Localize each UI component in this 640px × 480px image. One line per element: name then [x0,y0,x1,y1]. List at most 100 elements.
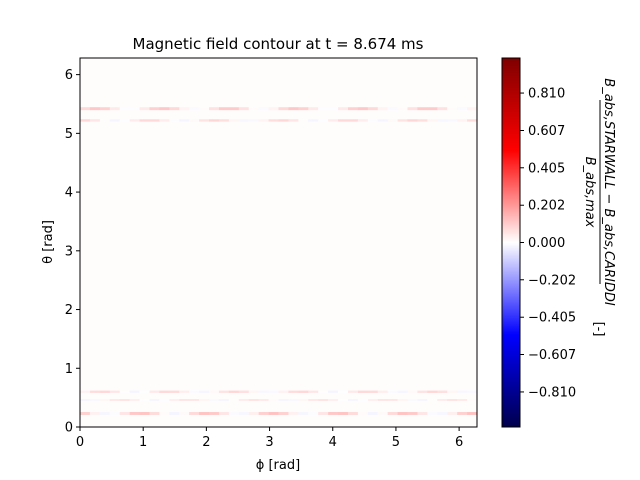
heatmap-cell [347,119,359,122]
heatmap-cell [218,412,230,415]
heatmap-cell [427,119,438,122]
heatmap-cell [179,107,190,111]
colorbar-tick-label: −0.405 [528,311,576,326]
heatmap-cell [328,412,339,415]
heatmap-cell [387,390,398,393]
heatmap-cell [268,107,279,111]
heatmap-cell [298,412,309,415]
heatmap-cell [89,107,101,111]
heatmap-cell [328,107,339,111]
heatmap-cell [437,119,448,122]
heatmap-cell [427,390,438,393]
heatmap-cell [467,399,478,401]
heatmap-cell [357,119,369,122]
heatmap-cell [149,399,160,401]
heatmap-cell [417,412,428,415]
heatmap-cell [179,390,190,393]
heatmap-cell [109,390,120,393]
heatmap-cell [338,399,349,401]
heatmap-cell [338,119,349,122]
heatmap-cell [298,107,309,111]
heatmap-cell [139,412,150,415]
heatmap-cell [228,119,240,122]
heatmap-cell [228,412,240,415]
heatmap-cell [119,412,130,415]
heatmap-cell [377,412,388,415]
heatmap-cell [278,107,289,111]
heatmap-cell [258,107,269,111]
heatmap-cell [457,412,468,415]
chart-title: Magnetic field contour at t = 8.674 ms [133,35,424,53]
heatmap-cell [169,399,180,401]
heatmap-cell [159,399,170,401]
colorbar-label: B_abs,STARWALL − B_abs,CARIDDI B_abs,max… [582,78,616,336]
heatmap-cell [89,390,101,393]
heatmap-cell [258,119,269,122]
heatmap-cell [218,399,230,401]
heatmap-cell [457,399,468,401]
heatmap-cell [417,390,428,393]
heatmap-cell [268,399,279,401]
heatmap-cell [209,119,220,122]
heatmap-cell [427,412,438,415]
heatmap-cell [377,107,388,111]
heatmap-cell [437,390,448,393]
heatmap-cell [80,399,91,401]
colorbar-tick-label: −0.810 [528,385,576,400]
heatmap-cell [467,107,478,111]
colorbar-tick-label: −0.202 [528,273,576,288]
heatmap-cell [99,412,111,415]
heatmap-cell [80,107,91,111]
heatmap-cell [437,412,448,415]
heatmap-cell [189,119,200,122]
y-axis-label: θ [rad] [41,220,56,264]
heatmap-cell [347,412,359,415]
colorbar-tick-label: 0.607 [528,124,565,139]
heatmap-cell [238,119,250,122]
heatmap-cell [248,107,259,111]
heatmap-cell [129,412,140,415]
heatmap-cell [159,119,170,122]
heatmap-cell [89,119,101,122]
heatmap-cell [357,107,369,111]
heatmap-cell [318,390,329,393]
heatmap-cell [338,390,349,393]
heatmap-cell [129,107,140,111]
heatmap-cell [467,412,478,415]
heatmap-cell [447,107,458,111]
heatmap-cell [139,390,150,393]
heatmap-cell [417,119,428,122]
heatmap-cell [189,107,200,111]
heatmap-cell [308,412,319,415]
colorbar-tick-label: 0.405 [528,161,565,176]
y-tick-label: 6 [65,68,73,83]
heatmap-cell [218,390,230,393]
heatmap-cell [328,399,339,401]
heatmap-cell [129,390,140,393]
plot-frame [79,57,478,428]
heatmap-cell [377,390,388,393]
colorbar: −0.810 −0.607 −0.405 −0.202 0.000 0.202 0.405 0… [501,57,576,428]
heatmap-cell [129,399,140,401]
heatmap-cell [258,399,269,401]
heatmap-cell [347,107,359,111]
heatmap-cell [109,119,120,122]
heatmap-cell [427,399,438,401]
heatmap-cell [80,412,91,415]
heatmap-cell [467,390,478,393]
heatmap-cell [189,399,200,401]
heatmap-cell [298,119,309,122]
heatmap-cell [169,119,180,122]
heatmap-cell [457,390,468,393]
heatmap-cell [387,412,398,415]
heatmap-cell [218,119,230,122]
heatmap-cell [288,119,299,122]
x-tick-label: 0 [76,435,84,450]
heatmap-cell [169,107,180,111]
heatmap-cell [318,119,329,122]
heatmap-cell [89,412,101,415]
heatmap-cell [80,119,91,122]
heatmap-cell [357,390,369,393]
x-tick-label: 2 [202,435,210,450]
